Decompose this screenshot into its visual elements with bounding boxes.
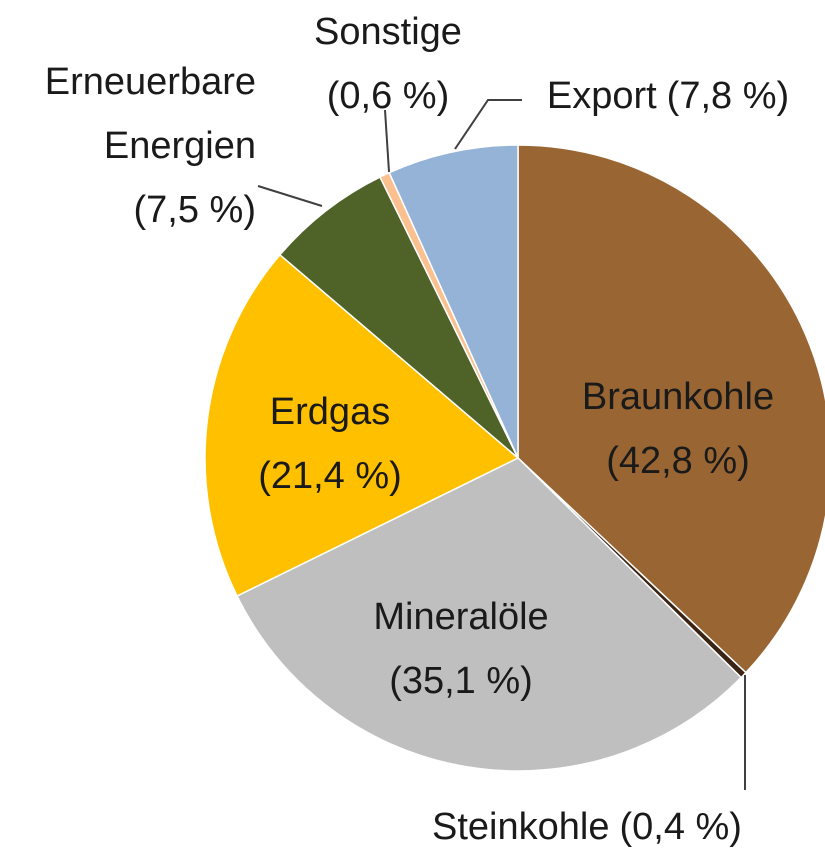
pie — [204, 144, 825, 772]
pie-slice — [517, 144, 825, 674]
category-label: Erdgas — [269, 391, 391, 433]
value-label: (7,5 %) — [133, 189, 256, 231]
value-label: (21,4 %) — [258, 455, 402, 497]
category-label: Sonstige — [314, 11, 462, 53]
leader-line — [454, 99, 522, 150]
pie-slice — [278, 176, 519, 459]
category-label: Braunkohle — [581, 376, 775, 418]
value-label: (0,4 %) — [619, 806, 742, 848]
leader-line — [384, 109, 390, 173]
category-label: Export — [546, 75, 657, 117]
pie-slice — [204, 253, 520, 597]
slice-label: Sonstige (0,6 %) — [278, 0, 498, 128]
value-label: (0,6 %) — [326, 75, 450, 117]
slice-label: Steinkohle (0,4 %) — [377, 795, 797, 859]
slice-label: Mineralöle (35,1 %) — [331, 585, 591, 713]
category-label: Steinkohle — [432, 806, 610, 848]
slice-label: Export (7,8 %) — [518, 64, 818, 128]
category-label: Erneuerbare Energien — [44, 61, 256, 167]
slice-label: Erneuerbare Energien (7,5 %) — [6, 50, 256, 242]
slice-label: Erdgas (21,4 %) — [200, 380, 460, 508]
pie-slice — [236, 457, 743, 772]
value-label: (7,8 %) — [666, 75, 790, 117]
leader-line — [257, 185, 323, 207]
value-label: (35,1 %) — [389, 660, 533, 702]
pie-slice — [388, 144, 519, 459]
category-label: Mineralöle — [373, 596, 549, 638]
value-label: (42,8 %) — [606, 440, 750, 482]
slice-label: Braunkohle (42,8 %) — [548, 365, 808, 493]
